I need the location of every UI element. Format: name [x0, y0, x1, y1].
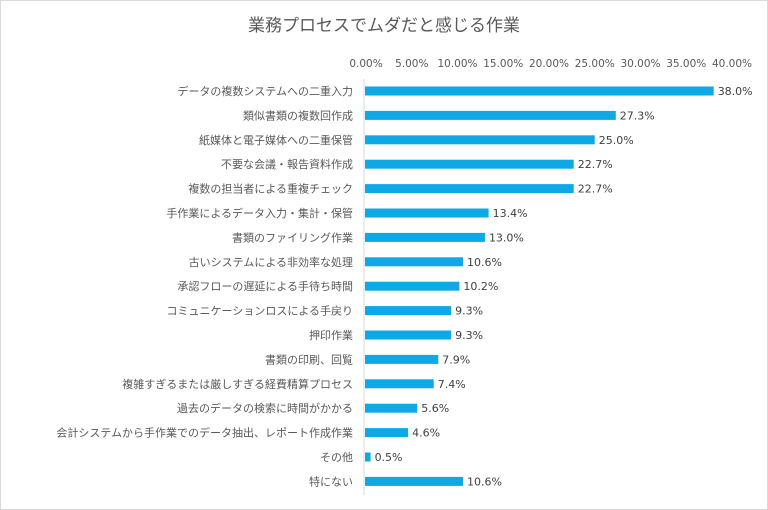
category-label: 古いシステムによる非効率な処理: [189, 255, 353, 269]
bar: [365, 428, 409, 438]
x-tick-label: 20.00%: [529, 58, 569, 70]
data-label: 7.4%: [438, 378, 466, 391]
category-label: 会計システムから手作業でのデータ抽出、レポート作成作業: [56, 426, 353, 440]
chart-title: 業務プロセスでムダだと感じる作業: [248, 16, 520, 36]
category-label: 不要な会議・報告資料作成: [221, 157, 353, 171]
data-label: 10.6%: [467, 475, 502, 488]
data-label: 13.0%: [489, 231, 524, 244]
category-label: 特にない: [309, 474, 353, 488]
data-label: 10.2%: [463, 280, 498, 293]
x-tick-label: 5.00%: [395, 58, 428, 70]
data-label: 9.3%: [455, 329, 483, 342]
category-label: 承認フローの遅延による手待ち時間: [177, 279, 353, 293]
data-label: 38.0%: [718, 85, 753, 98]
data-label: 10.6%: [467, 256, 502, 269]
category-label: 複数の担当者による重複チェック: [188, 182, 353, 196]
bar: [365, 306, 452, 316]
category-label: 押印作業: [309, 328, 353, 342]
category-label: 書類の印刷、回覧: [265, 352, 353, 366]
category-label: 手作業によるデータ入力・集計・保管: [166, 206, 353, 220]
data-label: 13.4%: [493, 207, 528, 220]
bar: [365, 110, 616, 120]
bar: [365, 184, 574, 194]
bar: [365, 208, 489, 218]
bar: [365, 159, 574, 169]
bar: [365, 452, 371, 462]
x-tick-label: 10.00%: [437, 58, 477, 70]
category-label: 紙媒体と電子媒体への二重保管: [199, 133, 353, 147]
data-label: 9.3%: [455, 305, 483, 318]
category-label: 複雑すぎるまたは厳しすぎる経費精算プロセス: [122, 377, 353, 391]
data-label: 7.9%: [442, 353, 470, 366]
data-label: 5.6%: [421, 402, 449, 415]
x-tick-label: 25.00%: [575, 58, 615, 70]
data-label: 0.5%: [375, 451, 403, 464]
category-label: データの複数システムへの二重入力: [177, 84, 353, 98]
data-label: 27.3%: [620, 109, 655, 122]
bar: [365, 330, 452, 340]
x-tick-label: 40.00%: [712, 58, 752, 70]
bar: [365, 281, 460, 291]
bar: [365, 476, 463, 486]
x-tick-label: 15.00%: [483, 58, 523, 70]
data-label: 25.0%: [599, 134, 634, 147]
x-tick-label: 0.00%: [349, 58, 382, 70]
data-label: 22.7%: [578, 158, 613, 171]
category-label: その他: [320, 451, 353, 464]
bar: [365, 86, 714, 96]
x-tick-label: 30.00%: [620, 58, 660, 70]
bar: [365, 232, 485, 242]
bar: [365, 403, 418, 413]
category-label: コミュニケーションロスによる手戻り: [167, 304, 353, 318]
data-label: 4.6%: [412, 427, 440, 440]
category-label: 類似書類の複数回作成: [243, 108, 353, 122]
data-label: 22.7%: [578, 183, 613, 196]
bar: [365, 135, 595, 145]
x-tick-label: 35.00%: [666, 58, 706, 70]
category-label: 過去のデータの検索に時間がかかる: [177, 401, 353, 415]
category-label: 書類のファイリング作業: [232, 230, 353, 244]
bar: [365, 257, 463, 267]
bar: [365, 354, 439, 364]
bar: [365, 379, 434, 389]
